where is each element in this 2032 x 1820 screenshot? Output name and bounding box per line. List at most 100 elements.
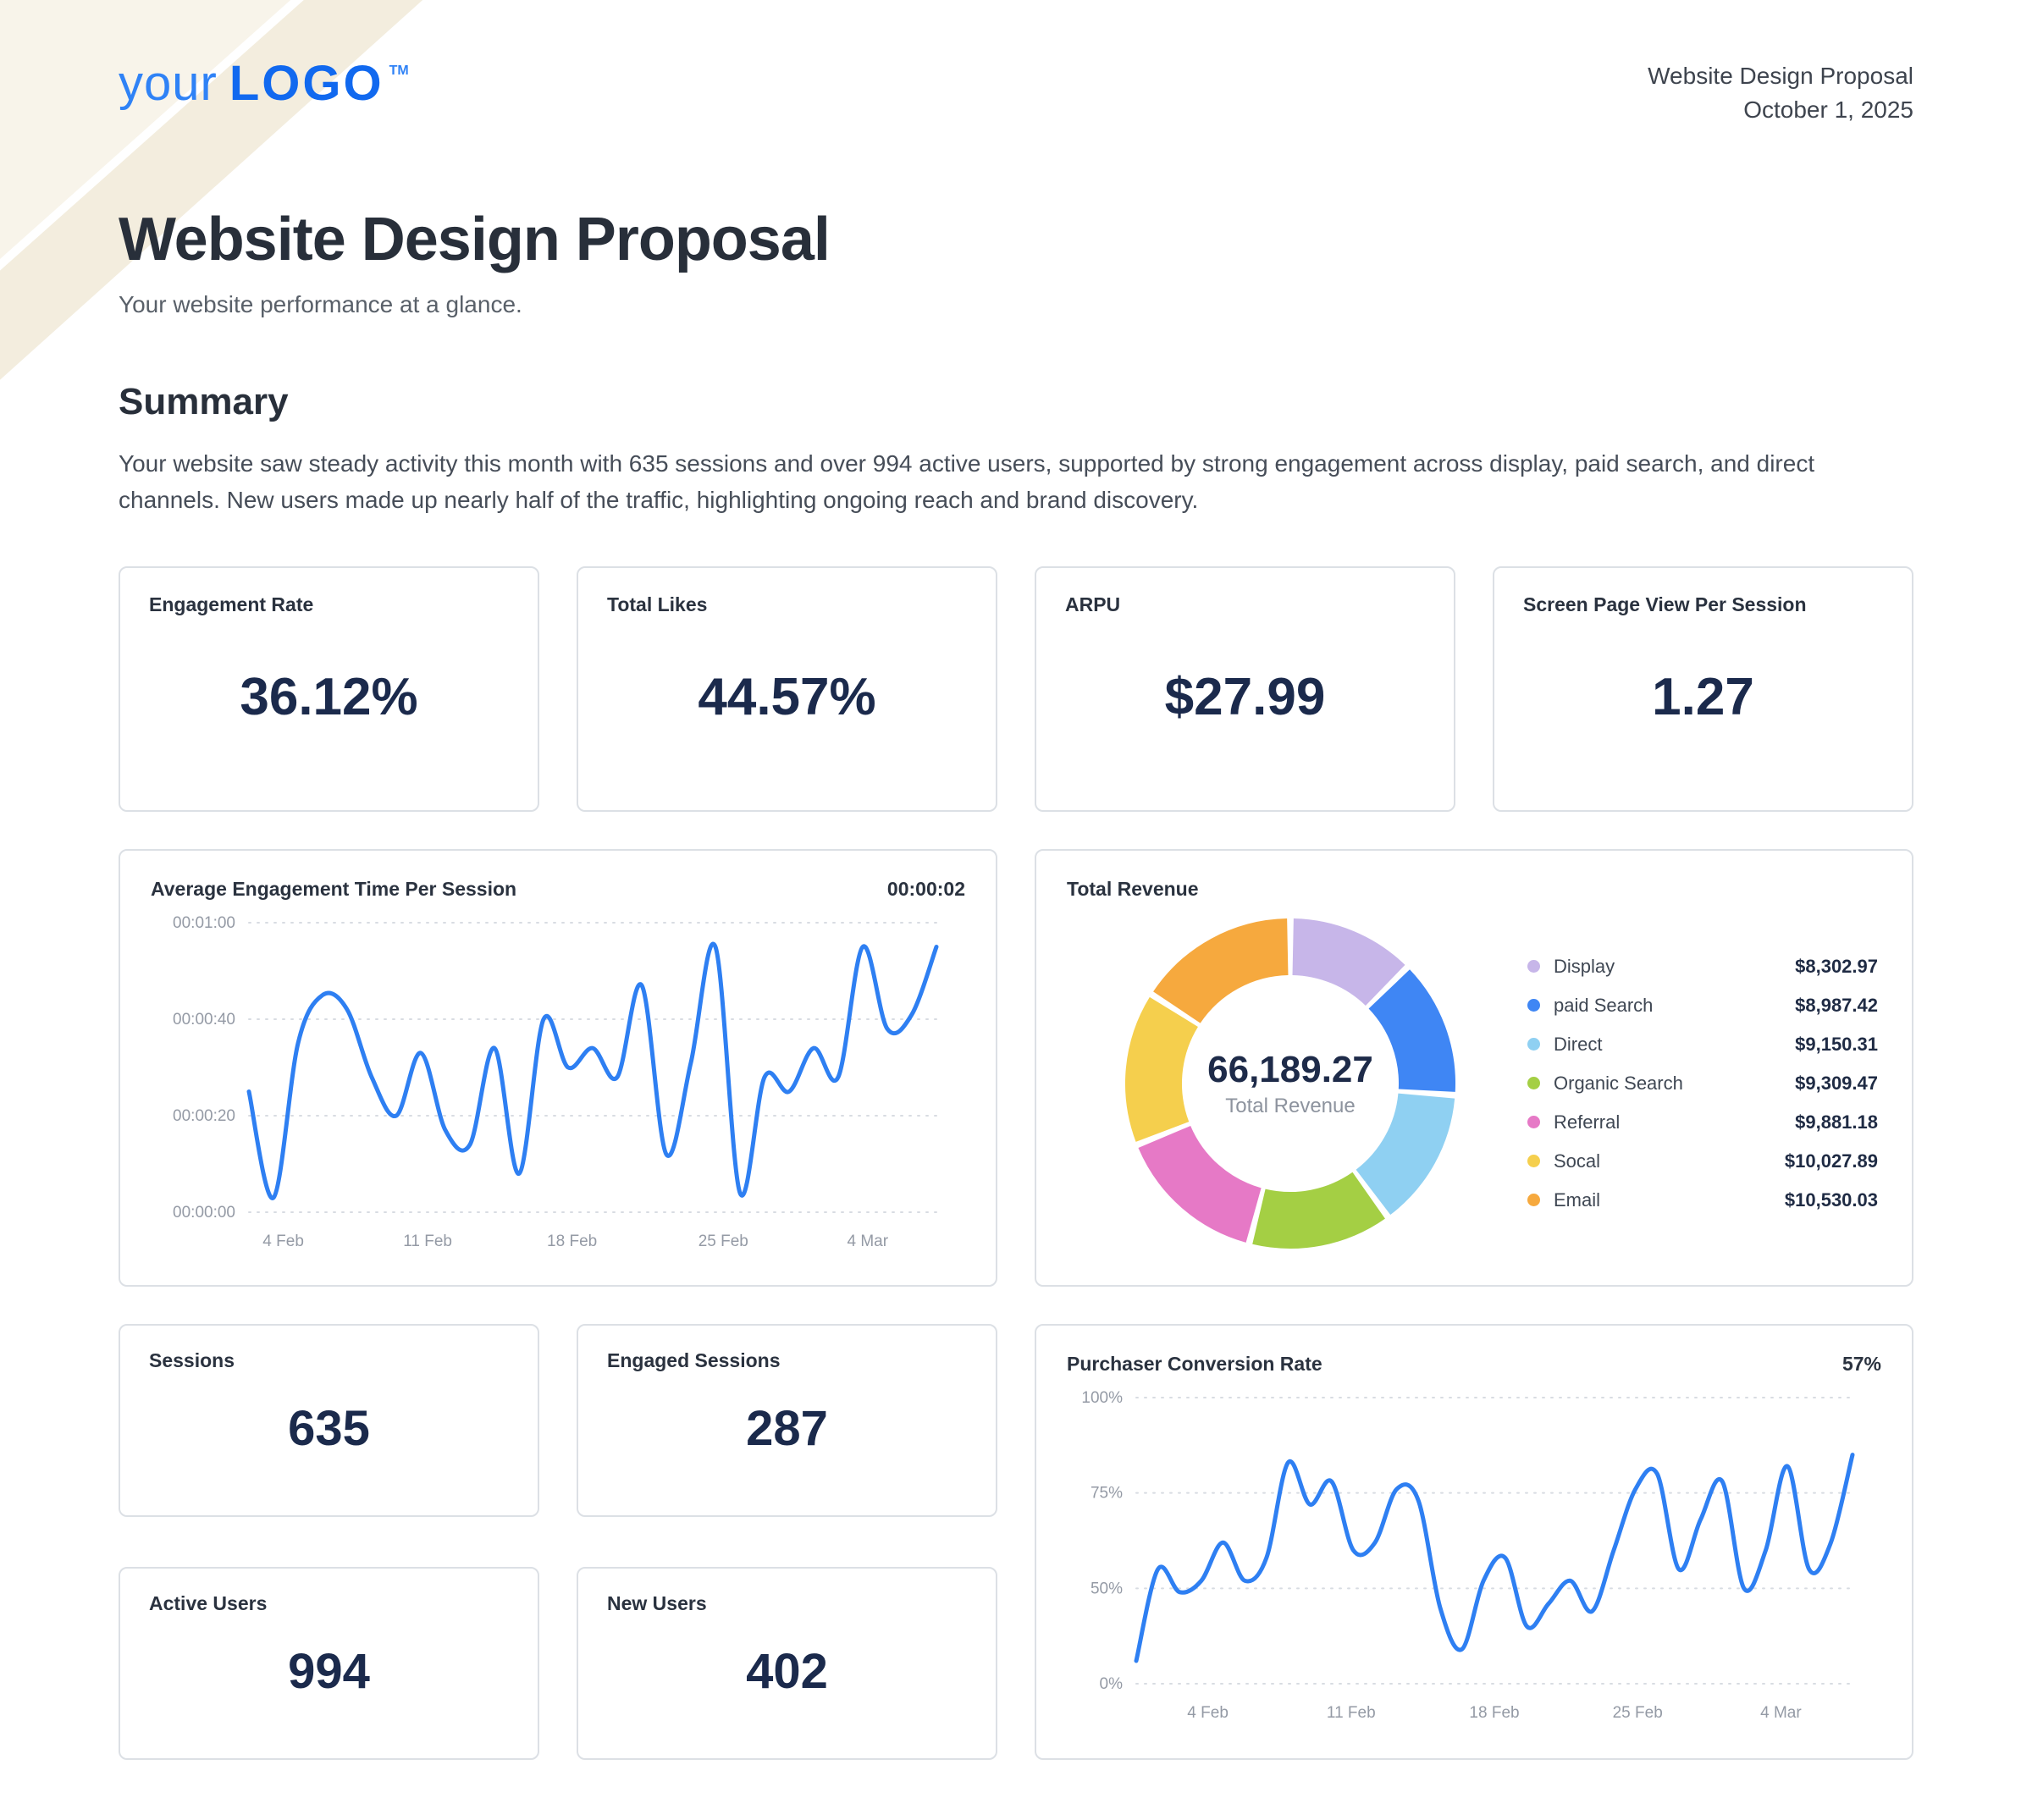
legend-color-dot <box>1527 1077 1540 1090</box>
kpi-label: Total Likes <box>607 593 708 615</box>
legend-item-direct: Direct $9,150.31 <box>1527 1025 1878 1064</box>
summary-text: Your website saw steady activity this mo… <box>119 450 1815 514</box>
svg-text:4 Feb: 4 Feb <box>1187 1704 1229 1722</box>
header: your LOGO TM Website Design Proposal Oct… <box>119 59 1913 127</box>
svg-text:4 Mar: 4 Mar <box>848 1233 889 1250</box>
revenue-donut-chart: 66,189.27 Total Revenue <box>1121 914 1460 1253</box>
kpi-label: New Users <box>607 1591 707 1614</box>
legend-color-dot <box>1527 1194 1540 1207</box>
kpi-label: Screen Page View Per Session <box>1523 593 1807 615</box>
legend-color-dot <box>1527 960 1540 973</box>
page-title: Website Design Proposal <box>119 206 831 273</box>
engagement-time-line-chart: 00:00:00 00:00:20 00:00:40 00:01:00 4 Feb 11 … <box>151 909 965 1258</box>
svg-text:66,189.27: 66,189.27 <box>1207 1049 1373 1090</box>
svg-text:18 Feb: 18 Feb <box>547 1233 597 1250</box>
chart-header: Total Revenue <box>1067 878 1881 901</box>
svg-text:Total Revenue: Total Revenue <box>1225 1095 1355 1117</box>
conversion-rate-line-chart: 0% 50% 75% 100% 4 Feb 11 Feb 18 Feb 25 Feb 4 Mar <box>1067 1384 1881 1729</box>
legend-label: paid Search <box>1554 994 1654 1016</box>
svg-text:00:00:20: 00:00:20 <box>173 1107 235 1125</box>
kpi-value: 36.12% <box>240 667 418 726</box>
bottom-row: Sessions 635 Engaged Sessions 287 Active… <box>119 1323 1913 1760</box>
conversion-rate-card: Purchaser Conversion Rate 57% 0% 50% 75% 10… <box>1035 1323 1913 1760</box>
legend-value: $9,150.31 <box>1795 1033 1878 1055</box>
kpi-card-engagement-rate: Engagement Rate 36.12% <box>119 565 539 812</box>
total-revenue-card: Total Revenue 66,189.27 Total Revenue Dis… <box>1035 848 1913 1287</box>
kpi-grid-bottom: Sessions 635 Engaged Sessions 287 Active… <box>119 1323 997 1760</box>
kpi-value: 44.57% <box>698 667 876 726</box>
chart-title: Total Revenue <box>1067 877 1199 900</box>
logo-word-text: LOGO <box>229 56 384 111</box>
revenue-legend: Display $8,302.97 paid Search $8,987.42 Dire… <box>1527 947 1878 1220</box>
kpi-value: 1.27 <box>1652 667 1754 726</box>
kpi-label: Engaged Sessions <box>607 1348 781 1371</box>
legend-label: Display <box>1554 955 1615 977</box>
summary-heading: Summary <box>119 381 289 422</box>
document-meta: Website Design Proposal October 1, 2025 <box>1648 59 1913 127</box>
kpi-value: 402 <box>746 1643 828 1699</box>
kpi-card-total-likes: Total Likes 44.57% <box>577 565 997 812</box>
kpi-label: ARPU <box>1065 593 1121 615</box>
chart-title: Purchaser Conversion Rate <box>1067 1352 1322 1375</box>
svg-text:18 Feb: 18 Feb <box>1469 1704 1519 1722</box>
doc-meta-date: October 1, 2025 <box>1743 97 1913 123</box>
svg-text:50%: 50% <box>1091 1580 1123 1597</box>
svg-text:00:00:00: 00:00:00 <box>173 1204 235 1222</box>
legend-label: Direct <box>1554 1033 1603 1055</box>
svg-text:11 Feb: 11 Feb <box>403 1233 452 1250</box>
kpi-label: Engagement Rate <box>149 593 314 615</box>
legend-value: $9,309.47 <box>1795 1072 1878 1094</box>
legend-value: $10,530.03 <box>1784 1189 1878 1211</box>
kpi-row-top: Engagement Rate 36.12% Total Likes 44.57… <box>119 565 1913 812</box>
report-content: your LOGO TM Website Design Proposal Oct… <box>119 59 1913 1760</box>
svg-text:11 Feb: 11 Feb <box>1327 1704 1376 1722</box>
legend-value: $8,302.97 <box>1795 955 1878 977</box>
svg-text:00:01:00: 00:01:00 <box>173 914 235 932</box>
kpi-card-active-users: Active Users 994 <box>119 1566 539 1760</box>
legend-label: Referral <box>1554 1111 1621 1133</box>
legend-item-organic-search: Organic Search $9,309.47 <box>1527 1064 1878 1103</box>
legend-label: Socal <box>1554 1150 1601 1172</box>
legend-label: Email <box>1554 1189 1601 1211</box>
svg-text:25 Feb: 25 Feb <box>1613 1704 1663 1722</box>
chart-header: Average Engagement Time Per Session 00:0… <box>151 878 965 901</box>
doc-meta-title: Website Design Proposal <box>1648 63 1913 89</box>
kpi-label: Sessions <box>149 1348 235 1371</box>
legend-item-email: Email $10,530.03 <box>1527 1181 1878 1220</box>
svg-text:0%: 0% <box>1100 1675 1124 1693</box>
revenue-body: 66,189.27 Total Revenue Display $8,302.97 p… <box>1067 901 1881 1253</box>
svg-text:4 Feb: 4 Feb <box>262 1233 304 1250</box>
kpi-card-screen-page-view: Screen Page View Per Session 1.27 <box>1493 565 1913 812</box>
kpi-value: 635 <box>288 1400 370 1456</box>
report-page: your LOGO TM Website Design Proposal Oct… <box>0 0 1913 1760</box>
page-subtitle: Your website performance at a glance. <box>119 291 522 317</box>
svg-text:25 Feb: 25 Feb <box>698 1233 748 1250</box>
legend-item-socal: Socal $10,027.89 <box>1527 1142 1878 1181</box>
kpi-card-arpu: ARPU $27.99 <box>1035 565 1455 812</box>
kpi-value: $27.99 <box>1164 667 1326 726</box>
kpi-value: 287 <box>746 1400 828 1456</box>
legend-label: Organic Search <box>1554 1072 1683 1094</box>
kpi-card-new-users: New Users 402 <box>577 1566 997 1760</box>
logo-your-text: your <box>119 56 218 111</box>
legend-color-dot <box>1527 999 1540 1012</box>
legend-color-dot <box>1527 1155 1540 1168</box>
legend-item-paid-search: paid Search $8,987.42 <box>1527 986 1878 1025</box>
legend-item-referral: Referral $9,881.18 <box>1527 1103 1878 1142</box>
svg-text:00:00:40: 00:00:40 <box>173 1011 235 1029</box>
chart-header: Purchaser Conversion Rate 57% <box>1067 1353 1881 1376</box>
legend-color-dot <box>1527 1116 1540 1129</box>
chart-current-value: 00:00:02 <box>886 877 965 900</box>
chart-current-value: 57% <box>1842 1352 1881 1375</box>
engagement-time-card: Average Engagement Time Per Session 00:0… <box>119 848 997 1287</box>
legend-color-dot <box>1527 1038 1540 1051</box>
svg-text:75%: 75% <box>1091 1484 1123 1502</box>
chart-title: Average Engagement Time Per Session <box>151 877 517 900</box>
svg-text:4 Mar: 4 Mar <box>1760 1704 1802 1722</box>
kpi-value: 994 <box>288 1643 370 1699</box>
charts-row: Average Engagement Time Per Session 00:0… <box>119 848 1913 1287</box>
legend-item-display: Display $8,302.97 <box>1527 947 1878 986</box>
legend-value: $9,881.18 <box>1795 1111 1878 1133</box>
legend-value: $8,987.42 <box>1795 994 1878 1016</box>
legend-value: $10,027.89 <box>1784 1150 1878 1172</box>
